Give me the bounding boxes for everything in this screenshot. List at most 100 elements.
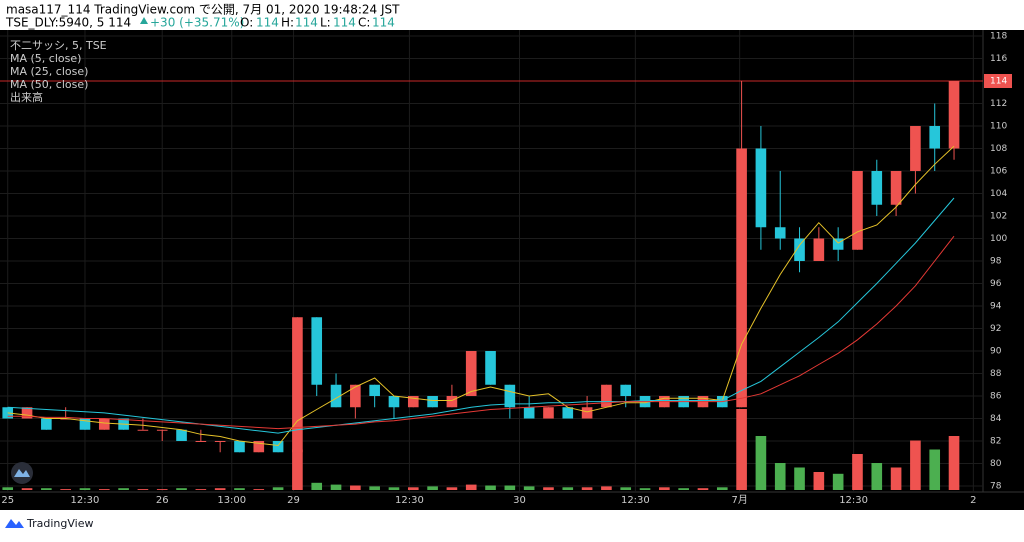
candle-body: [871, 171, 883, 205]
candle-body: [156, 429, 168, 431]
candle-body: [176, 429, 187, 441]
logo-icon: [14, 469, 30, 477]
volume-bar: [543, 487, 554, 490]
volume-bar: [446, 487, 458, 490]
y-tick-label: 96: [990, 279, 1002, 289]
last-price-box: [984, 74, 1012, 88]
brand[interactable]: TradingView: [26, 517, 93, 530]
header-bg: [0, 0, 1024, 30]
volume-bar: [601, 486, 612, 490]
x-tick-label: 30: [513, 495, 526, 506]
footer-bg: [0, 510, 1024, 538]
volume-bar: [137, 489, 149, 490]
legend-entry: 出来高: [10, 90, 43, 104]
o-label: O:: [240, 16, 253, 30]
y-tick-label: 82: [990, 437, 1001, 447]
x-tick-label: 7月: [731, 494, 747, 506]
y-tick-label: 110: [990, 122, 1007, 132]
volume-bar: [910, 440, 921, 490]
h-label: H:: [281, 16, 294, 30]
candle-body: [272, 441, 284, 453]
candle-body: [41, 418, 52, 430]
volume-bar: [620, 487, 632, 490]
candle-body: [407, 396, 419, 408]
volume-bar: [465, 484, 477, 490]
x-tick-label: 26: [156, 495, 169, 506]
x-tick-label: 29: [287, 495, 300, 506]
candle-body: [485, 351, 496, 385]
change: +30 (+35.71%): [150, 16, 244, 30]
volume-bar: [871, 463, 883, 490]
volume-bar: [755, 436, 767, 490]
candle-body: [369, 384, 380, 396]
candle-body: [98, 418, 110, 430]
h-value: 114: [295, 16, 318, 30]
volume-bar: [330, 484, 342, 490]
volume-bar: [929, 449, 941, 490]
volume-bar: [41, 488, 52, 490]
legend-entry: MA (25, close): [10, 65, 88, 78]
y-tick-label: 106: [990, 167, 1007, 177]
volume-bar: [659, 487, 670, 490]
x-tick-label: 12:30: [839, 495, 868, 506]
volume-bar: [21, 488, 33, 490]
y-tick-label: 112: [990, 99, 1007, 109]
candle-body: [311, 317, 323, 385]
y-tick-label: 84: [990, 414, 1002, 424]
up-arrow: [140, 17, 148, 24]
candle-body: [234, 441, 245, 453]
candle-body: [21, 407, 33, 419]
candle-body: [79, 418, 91, 430]
y-tick-label: 116: [990, 54, 1007, 64]
candle-body: [427, 396, 438, 408]
y-tick-label: 78: [990, 482, 1002, 492]
ma-line: [7, 197, 955, 434]
volume-bar: [214, 488, 226, 490]
x-tick-label: 12:30: [71, 495, 100, 506]
candle-body: [890, 171, 902, 205]
ma-line: [7, 235, 955, 430]
volume-bar: [407, 487, 419, 490]
y-tick-label: 118: [990, 32, 1007, 42]
header-line: masa117_114 TradingView.com で公開, 7月 01, …: [6, 3, 400, 17]
y-tick-label: 88: [990, 369, 1002, 379]
volume-bar: [195, 489, 207, 490]
y-tick-label: 100: [990, 234, 1007, 244]
legend-title: 不二サッシ, 5, TSE: [10, 39, 107, 52]
y-tick-label: 104: [990, 189, 1007, 199]
y-tick-label: 102: [990, 212, 1007, 222]
legend-entry: MA (50, close): [10, 78, 88, 91]
volume-bar: [852, 454, 863, 490]
y-tick-label: 92: [990, 324, 1001, 334]
candle-body: [330, 384, 342, 408]
candle-body: [910, 126, 921, 171]
candle-body: [929, 126, 941, 149]
candle-body: [523, 407, 535, 419]
candle-body: [813, 238, 825, 261]
legend-entry: MA (5, close): [10, 52, 81, 65]
volume-bar: [79, 488, 91, 490]
candle-body: [601, 384, 612, 408]
candle-body: [214, 441, 226, 442]
volume-bar: [639, 488, 651, 490]
volume-bar: [427, 486, 438, 490]
x-tick-label: 13:00: [217, 495, 246, 506]
volume-bar: [716, 487, 728, 490]
symbol: TSE_DLY:5940, 5 114: [5, 16, 131, 30]
candle-body: [388, 396, 400, 408]
candle-body: [195, 441, 207, 442]
volume-bar: [485, 485, 496, 490]
candle-body: [465, 351, 477, 396]
c-value: 114: [372, 16, 395, 30]
candle-body: [504, 384, 516, 408]
candle-body: [620, 384, 632, 396]
x-tick-label: 12:30: [395, 495, 424, 506]
plot-bg: [0, 30, 1024, 510]
volume-bar: [350, 485, 361, 490]
candle-body: [543, 407, 554, 419]
candle-body: [137, 429, 149, 431]
volume-bar: [581, 487, 593, 490]
c-label: C:: [358, 16, 370, 30]
volume-bar: [311, 482, 323, 490]
